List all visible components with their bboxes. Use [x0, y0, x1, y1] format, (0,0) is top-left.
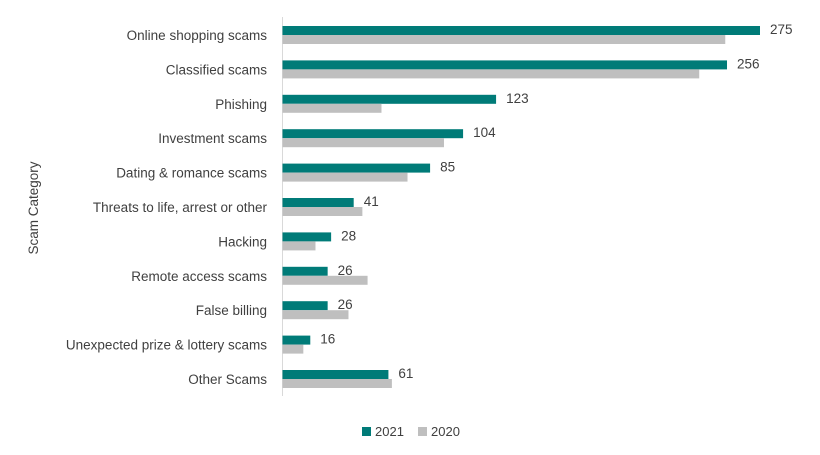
bar-2021 — [282, 163, 431, 173]
data-label-2021: 26 — [338, 263, 353, 278]
category-label: Phishing — [215, 97, 267, 112]
legend-label-2020: 2020 — [431, 424, 460, 439]
bar-2021 — [282, 60, 728, 70]
data-label-2021: 104 — [473, 125, 496, 140]
bar-2020 — [282, 275, 368, 285]
bar-2021 — [282, 129, 464, 139]
data-label-2021: 41 — [364, 194, 379, 209]
bar-2020 — [282, 207, 363, 216]
bar-2020 — [282, 138, 444, 148]
data-label-2021: 123 — [506, 91, 529, 106]
bar-2021 — [282, 370, 389, 379]
bar-2021 — [282, 198, 354, 207]
data-label-2021: 61 — [398, 366, 413, 381]
bar-2021 — [282, 266, 328, 276]
category-label: False billing — [196, 303, 267, 318]
legend-swatch-2020 — [418, 427, 427, 436]
category-label: Other Scams — [188, 372, 267, 387]
bar-2021 — [282, 26, 760, 35]
bar-2020 — [282, 69, 700, 79]
legend-label-2021: 2021 — [375, 424, 404, 439]
bar-2020 — [282, 310, 349, 320]
bar-2021 — [282, 335, 311, 345]
legend: 2021 2020 — [362, 424, 460, 439]
bar-2020 — [282, 172, 408, 182]
category-label: Dating & romance scams — [116, 166, 267, 181]
bar-2020 — [282, 344, 304, 354]
category-label: Remote access scams — [131, 269, 267, 284]
category-label: Classified scams — [166, 62, 268, 77]
bar-2020 — [282, 103, 382, 113]
category-label: Threats to life, arrest or other — [93, 200, 268, 215]
data-label-2021: 28 — [341, 228, 356, 243]
legend-swatch-2021 — [362, 427, 371, 436]
bar-2021 — [282, 232, 332, 242]
bar-2021 — [282, 301, 328, 311]
bar-2020 — [282, 241, 316, 251]
data-label-2021: 16 — [320, 332, 335, 347]
data-label-2021: 256 — [737, 56, 760, 71]
y-axis-title: Scam Category — [26, 161, 41, 254]
category-label: Hacking — [218, 234, 267, 249]
data-label-2021: 275 — [770, 22, 793, 37]
bar-2020 — [282, 35, 726, 44]
data-label-2021: 26 — [338, 297, 353, 312]
category-label: Investment scams — [158, 131, 267, 146]
data-label-2021: 85 — [440, 160, 455, 175]
bar-2021 — [282, 94, 497, 104]
category-label: Unexpected prize & lottery scams — [66, 338, 267, 353]
category-label: Online shopping scams — [127, 28, 268, 43]
bar-2020 — [282, 379, 392, 388]
